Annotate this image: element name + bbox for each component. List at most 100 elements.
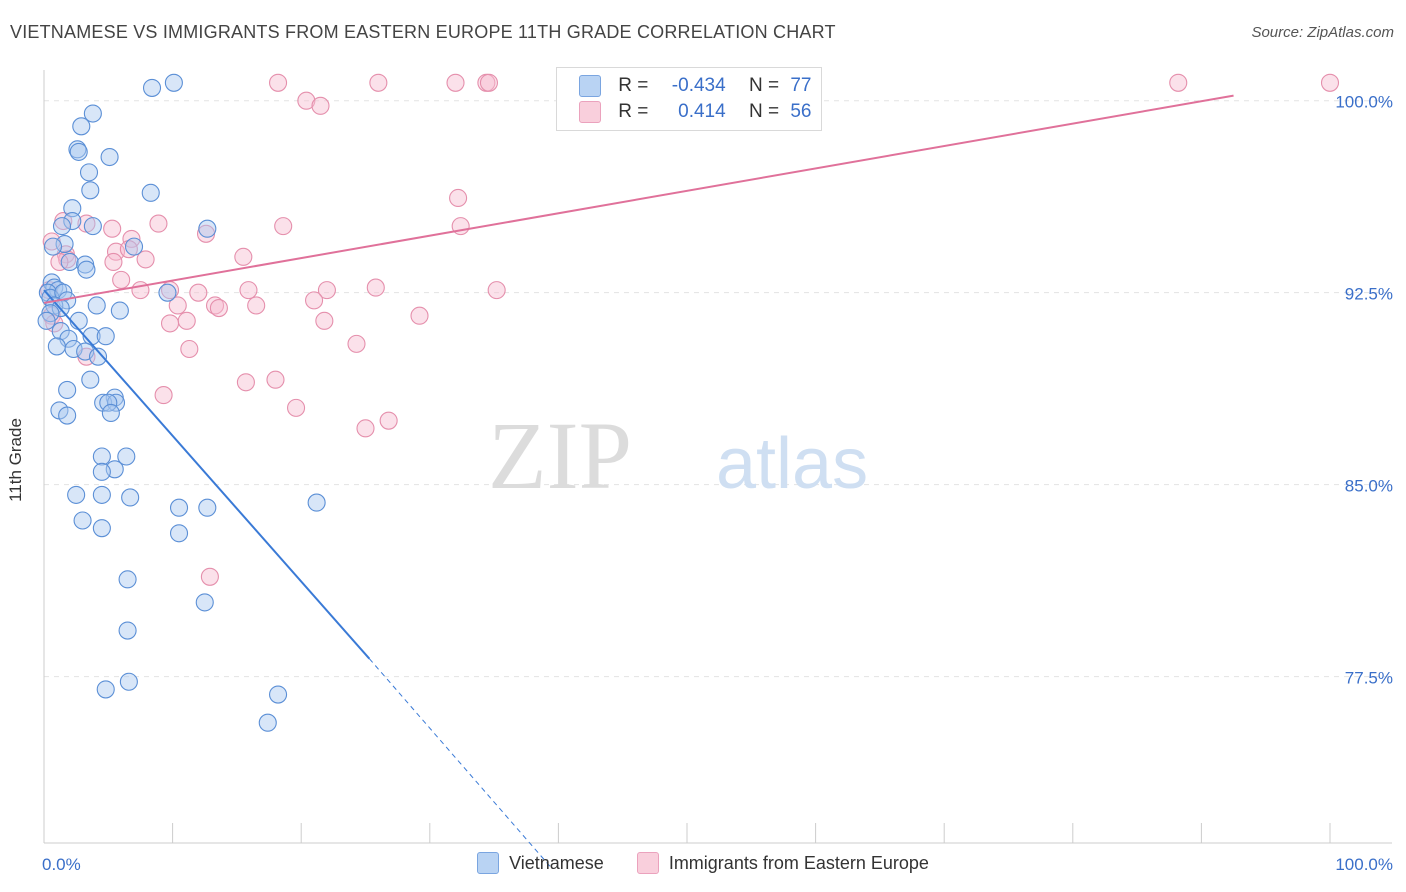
data-point-eastern-europe [297, 91, 316, 110]
data-point-vietnamese [42, 273, 61, 292]
data-point-vietnamese [77, 260, 96, 279]
legend-n-value: 56 [790, 101, 812, 122]
legend-r-value: -0.434 [671, 75, 726, 96]
data-point-vietnamese [164, 73, 183, 92]
data-point-vietnamese [55, 235, 74, 254]
legend-swatch-blue [579, 75, 601, 97]
points-vietnamese [37, 73, 326, 732]
data-point-vietnamese [58, 380, 77, 400]
data-point-vietnamese [88, 347, 108, 366]
data-point-vietnamese [121, 488, 140, 507]
data-point-eastern-europe [239, 281, 258, 300]
data-point-vietnamese [73, 511, 92, 530]
gridlines [44, 100, 1392, 678]
data-point-eastern-europe [356, 419, 375, 438]
trend-lines [43, 94, 1234, 869]
data-point-eastern-europe [247, 296, 266, 315]
data-point-eastern-europe [1169, 73, 1188, 92]
data-point-eastern-europe [317, 281, 336, 300]
data-point-vietnamese [92, 485, 111, 504]
legend-swatch-blue [477, 852, 500, 875]
data-point-vietnamese [69, 142, 88, 161]
stats-legend: R = -0.434 N = 77 R = 0.414 N = 56 [556, 67, 822, 131]
data-point-vietnamese [83, 104, 102, 123]
trend-line-vietnamese [43, 289, 371, 660]
data-point-vietnamese [94, 393, 113, 412]
data-point-eastern-europe [189, 283, 208, 302]
data-point-vietnamese [169, 498, 189, 517]
data-point-eastern-europe [369, 73, 388, 92]
data-point-vietnamese [72, 117, 91, 136]
y-tick-label: 100.0% [1335, 93, 1393, 112]
data-point-eastern-europe [266, 370, 285, 389]
legend-row-vietnamese: R = -0.434 N = 77 [579, 75, 811, 101]
data-point-vietnamese [101, 403, 120, 423]
points-eastern-europe [40, 73, 1340, 586]
data-point-eastern-europe [209, 298, 228, 318]
x-tick-label: 100.0% [1335, 855, 1393, 874]
data-point-vietnamese [92, 447, 111, 466]
data-point-vietnamese [169, 524, 189, 543]
data-point-vietnamese [124, 237, 144, 256]
data-point-vietnamese [117, 447, 136, 466]
data-point-eastern-europe [160, 314, 180, 333]
data-point-vietnamese [110, 301, 129, 320]
data-point-vietnamese [158, 283, 177, 302]
watermark-zip: ZIP [488, 402, 632, 509]
data-point-vietnamese [258, 713, 277, 732]
chart-title: VIETNAMESE VS IMMIGRANTS FROM EASTERN EU… [10, 22, 836, 42]
data-point-vietnamese [142, 78, 162, 97]
data-point-vietnamese [37, 311, 56, 330]
data-point-vietnamese [99, 393, 118, 412]
axes [43, 70, 1392, 844]
data-point-eastern-europe [112, 270, 131, 289]
data-point-vietnamese [141, 183, 160, 202]
data-point-eastern-europe [177, 311, 196, 330]
legend-r-value: 0.414 [678, 101, 726, 122]
data-point-vietnamese [81, 370, 100, 389]
legend-n-value: 77 [790, 75, 812, 96]
data-point-eastern-europe [154, 386, 173, 405]
data-point-vietnamese [43, 237, 63, 256]
data-point-eastern-europe [168, 296, 187, 315]
data-point-vietnamese [60, 252, 79, 272]
data-point-eastern-europe [347, 334, 366, 353]
data-point-eastern-europe [149, 214, 168, 233]
legend-n-label: N = [748, 101, 780, 122]
data-point-vietnamese [51, 322, 70, 341]
legend-swatch-pink [579, 101, 601, 123]
y-tick-label: 77.5% [1345, 669, 1393, 688]
legend-r-label: R = [618, 101, 649, 122]
data-point-eastern-europe [50, 252, 69, 272]
data-point-eastern-europe [446, 73, 465, 92]
data-point-eastern-europe [379, 411, 398, 430]
data-point-vietnamese [119, 672, 138, 691]
data-point-eastern-europe [410, 306, 429, 325]
data-point-eastern-europe [200, 567, 219, 586]
legend-label-eastern-europe: Immigrants from Eastern Europe [668, 852, 929, 873]
data-point-vietnamese [92, 519, 111, 538]
data-point-eastern-europe [449, 188, 468, 208]
watermark-atlas: atlas [716, 424, 868, 504]
data-point-eastern-europe [479, 73, 499, 92]
data-point-vietnamese [83, 217, 102, 236]
data-point-vietnamese [92, 462, 111, 481]
data-point-eastern-europe [315, 311, 334, 330]
data-point-eastern-europe [104, 252, 123, 272]
tick-labels: 77.5% 85.0% 92.5% 100.0% 0.0% 100.0% [42, 93, 1393, 874]
data-point-eastern-europe [487, 281, 506, 300]
data-point-vietnamese [67, 485, 86, 504]
data-point-vietnamese [58, 406, 77, 425]
data-point-eastern-europe [236, 373, 255, 392]
data-point-vietnamese [63, 211, 82, 231]
data-point-vietnamese [100, 147, 119, 167]
data-point-vietnamese [118, 621, 137, 640]
legend-item-eastern-europe: Immigrants from Eastern Europe [636, 852, 929, 875]
data-point-eastern-europe [305, 291, 324, 310]
x-tick-label: 0.0% [42, 855, 81, 874]
data-point-vietnamese [49, 281, 68, 300]
legend-row-eastern-europe: R = 0.414 N = 56 [579, 101, 811, 127]
data-point-vietnamese [198, 498, 217, 517]
data-point-eastern-europe [234, 247, 253, 266]
